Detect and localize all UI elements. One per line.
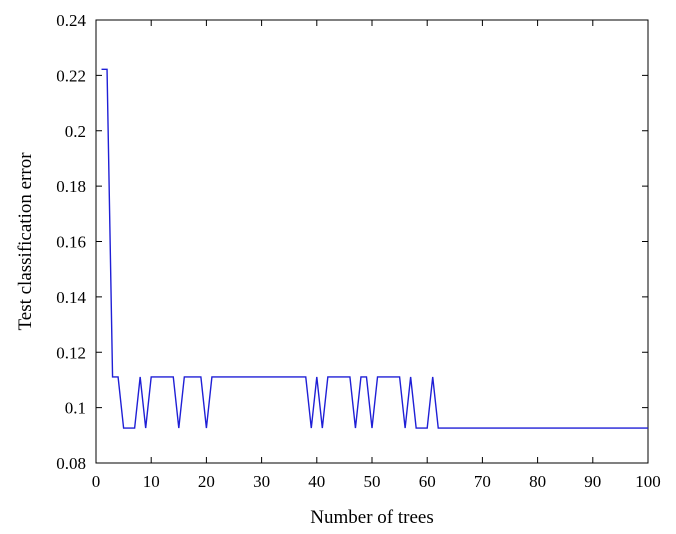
y-tick-label: 0.18 <box>56 177 86 196</box>
y-tick-label: 0.16 <box>56 233 86 252</box>
x-tick-label: 20 <box>198 472 215 491</box>
x-tick-label: 100 <box>635 472 661 491</box>
x-tick-label: 60 <box>419 472 436 491</box>
x-tick-label: 80 <box>529 472 546 491</box>
plot-area <box>95 19 649 464</box>
y-tick-label: 0.2 <box>65 122 86 141</box>
y-tick-label: 0.12 <box>56 343 86 362</box>
y-axis-title: Test classification error <box>15 152 36 331</box>
y-tick-label: 0.1 <box>65 399 86 418</box>
x-tick-label: 0 <box>92 472 101 491</box>
x-tick-label: 10 <box>143 472 160 491</box>
x-tick-label: 70 <box>474 472 491 491</box>
y-tick-label: 0.14 <box>56 288 86 307</box>
y-tick-label: 0.08 <box>56 454 86 473</box>
x-axis-title: Number of trees <box>310 507 433 528</box>
x-tick-label: 40 <box>308 472 325 491</box>
x-axis-ticks: 0 10 20 30 40 50 60 70 80 90 100 <box>92 20 661 491</box>
y-tick-label: 0.24 <box>56 11 86 30</box>
y-axis-ticks: 0.08 0.1 0.12 0.14 0.16 0.18 0.2 0.22 0.24 <box>56 11 648 473</box>
x-tick-label: 30 <box>253 472 270 491</box>
y-tick-label: 0.22 <box>56 66 86 85</box>
x-tick-label: 90 <box>584 472 601 491</box>
series-line <box>101 68 648 429</box>
x-tick-label: 50 <box>364 472 381 491</box>
